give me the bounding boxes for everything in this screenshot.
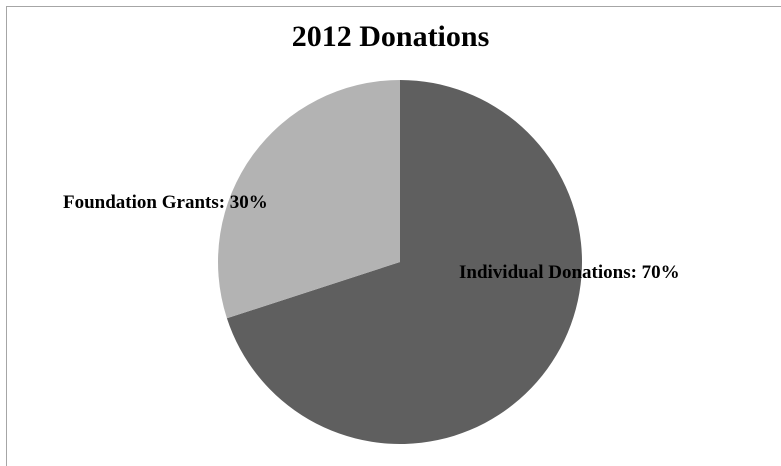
chart-title: 2012 Donations bbox=[291, 20, 490, 53]
pie-slices bbox=[218, 80, 583, 444]
pie-slice-individual-donations bbox=[226, 80, 583, 444]
pie-slice-foundation-grants bbox=[218, 80, 400, 319]
data-label-individual-donations: Individual Donations: 70% bbox=[459, 262, 680, 283]
chart-frame bbox=[6, 6, 781, 466]
pie-labels: Individual Donations: 70% Foundation Gran… bbox=[63, 192, 680, 283]
data-label-foundation-grants: Foundation Grants: 30% bbox=[63, 192, 268, 213]
